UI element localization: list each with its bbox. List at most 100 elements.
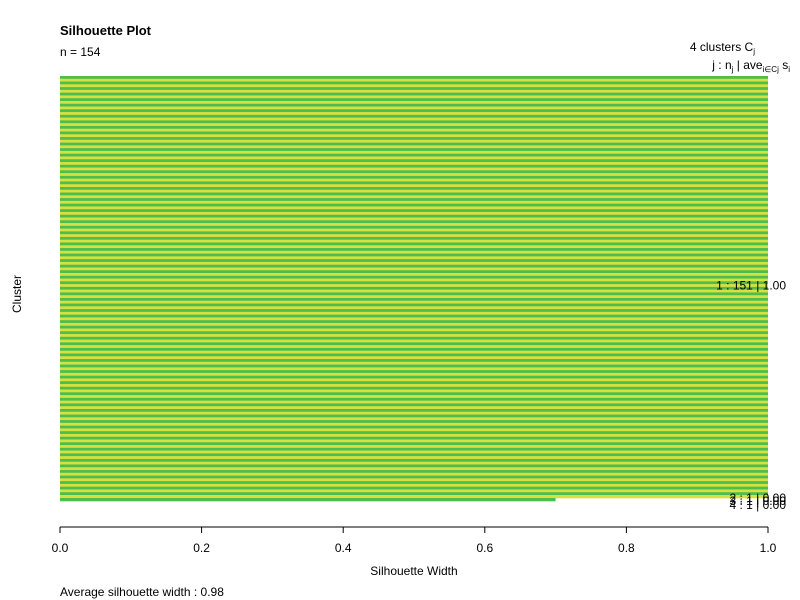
cluster-label-2: 2 : 1 | 0.00 bbox=[730, 491, 787, 505]
silhouette-bar-73 bbox=[60, 275, 768, 279]
silhouette-bar-107 bbox=[60, 370, 768, 374]
silhouette-bar-13 bbox=[60, 109, 768, 113]
silhouette-bar-82 bbox=[60, 300, 768, 304]
silhouette-bar-52 bbox=[60, 217, 768, 221]
silhouette-bar-50 bbox=[60, 211, 768, 216]
silhouette-bar-68 bbox=[60, 261, 768, 265]
silhouette-bar-143 bbox=[60, 470, 768, 474]
x-tick-label-3: 0.6 bbox=[476, 541, 493, 555]
silhouette-bar-75 bbox=[60, 281, 768, 285]
silhouette-bar-89 bbox=[60, 320, 768, 324]
silhouette-bar-78 bbox=[60, 289, 768, 293]
silhouette-bar-94 bbox=[60, 334, 768, 338]
silhouette-bar-128 bbox=[60, 428, 768, 432]
x-tick-label-0: 0.0 bbox=[52, 541, 69, 555]
silhouette-bar-35 bbox=[60, 170, 768, 174]
legend-col-sub3: i bbox=[788, 65, 790, 74]
silhouette-bar-33 bbox=[60, 164, 768, 168]
silhouette-bar-64 bbox=[60, 250, 768, 254]
silhouette-bar-86 bbox=[60, 311, 768, 315]
silhouette-bar-67 bbox=[60, 259, 768, 263]
silhouette-bar-93 bbox=[60, 331, 768, 335]
silhouette-bar-102 bbox=[60, 356, 768, 360]
silhouette-bar-66 bbox=[60, 256, 768, 260]
silhouette-bar-40 bbox=[60, 184, 768, 188]
silhouette-bar-109 bbox=[60, 375, 768, 379]
silhouette-bar-11 bbox=[60, 103, 768, 107]
silhouette-bar-99 bbox=[60, 347, 768, 351]
silhouette-bar-51 bbox=[60, 214, 768, 218]
silhouette-bar-17 bbox=[60, 120, 768, 124]
silhouette-bar-61 bbox=[60, 242, 768, 246]
silhouette-bar-72 bbox=[60, 273, 768, 277]
silhouette-bar-112 bbox=[60, 384, 768, 388]
silhouette-bar-100 bbox=[60, 350, 768, 354]
silhouette-bar-74 bbox=[60, 278, 768, 282]
silhouette-bar-153 bbox=[60, 498, 556, 502]
silhouette-bar-131 bbox=[60, 436, 768, 440]
silhouette-bar-31 bbox=[60, 159, 768, 163]
silhouette-bar-127 bbox=[60, 425, 768, 429]
legend-col-mid: | ave bbox=[733, 58, 763, 72]
legend-header-clusters: 4 clusters Cj bbox=[690, 40, 755, 56]
silhouette-bar-12 bbox=[60, 106, 768, 110]
legend-col-text: j : n bbox=[712, 58, 732, 72]
silhouette-bar-119 bbox=[60, 403, 768, 407]
silhouette-bar-126 bbox=[60, 422, 768, 426]
silhouette-bar-69 bbox=[60, 264, 768, 268]
silhouette-bar-29 bbox=[60, 153, 768, 157]
legend-header-columns: j : nj | avei∈Cj si bbox=[712, 58, 790, 74]
silhouette-bar-91 bbox=[60, 325, 768, 329]
silhouette-bar-44 bbox=[60, 195, 768, 199]
silhouette-bar-96 bbox=[60, 339, 768, 343]
silhouette-bar-62 bbox=[60, 245, 768, 249]
silhouette-bar-48 bbox=[60, 206, 768, 210]
silhouette-bar-20 bbox=[60, 128, 768, 132]
silhouette-bar-92 bbox=[60, 328, 768, 332]
silhouette-bar-25 bbox=[60, 142, 768, 146]
silhouette-bar-124 bbox=[60, 417, 768, 421]
x-tick-label-5: 1.0 bbox=[760, 541, 777, 555]
silhouette-bar-140 bbox=[60, 461, 768, 465]
silhouette-bar-8 bbox=[60, 95, 768, 99]
silhouette-bar-63 bbox=[60, 248, 768, 252]
x-tick-label-4: 0.8 bbox=[618, 541, 635, 555]
silhouette-bar-132 bbox=[60, 439, 768, 443]
silhouette-bar-46 bbox=[60, 200, 768, 204]
silhouette-bar-130 bbox=[60, 433, 768, 438]
silhouette-bar-150 bbox=[60, 489, 768, 493]
silhouette-bar-81 bbox=[60, 297, 768, 302]
silhouette-bar-27 bbox=[60, 148, 768, 152]
silhouette-bar-60 bbox=[60, 239, 768, 243]
silhouette-bar-4 bbox=[60, 84, 768, 88]
silhouette-bar-6 bbox=[60, 89, 768, 93]
silhouette-bar-103 bbox=[60, 359, 768, 363]
silhouette-bar-26 bbox=[60, 145, 768, 149]
silhouette-bar-45 bbox=[60, 198, 768, 202]
silhouette-bar-15 bbox=[60, 114, 768, 118]
silhouette-bar-5 bbox=[60, 87, 768, 91]
silhouette-bar-77 bbox=[60, 286, 768, 290]
legend-col-sub2: i∈Cj bbox=[762, 65, 779, 74]
silhouette-bar-122 bbox=[60, 411, 768, 415]
silhouette-bar-117 bbox=[60, 397, 768, 401]
silhouette-bar-83 bbox=[60, 303, 768, 307]
silhouette-bar-79 bbox=[60, 292, 768, 296]
silhouette-bar-108 bbox=[60, 372, 768, 376]
silhouette-bar-47 bbox=[60, 203, 768, 207]
silhouette-bar-152 bbox=[60, 495, 768, 499]
silhouette-bar-133 bbox=[60, 442, 768, 446]
silhouette-bar-41 bbox=[60, 186, 768, 191]
silhouette-bar-37 bbox=[60, 175, 768, 179]
silhouette-bar-36 bbox=[60, 173, 768, 177]
silhouette-bar-84 bbox=[60, 306, 768, 310]
silhouette-bar-19 bbox=[60, 125, 768, 130]
silhouette-bar-95 bbox=[60, 336, 768, 340]
silhouette-bar-115 bbox=[60, 392, 768, 396]
silhouette-bar-65 bbox=[60, 253, 768, 257]
silhouette-bar-110 bbox=[60, 378, 768, 382]
legend-header-text: 4 clusters C bbox=[689, 40, 754, 54]
legend-col-end: s bbox=[778, 58, 789, 72]
silhouette-bar-1 bbox=[60, 76, 768, 80]
silhouette-bar-80 bbox=[60, 295, 768, 299]
